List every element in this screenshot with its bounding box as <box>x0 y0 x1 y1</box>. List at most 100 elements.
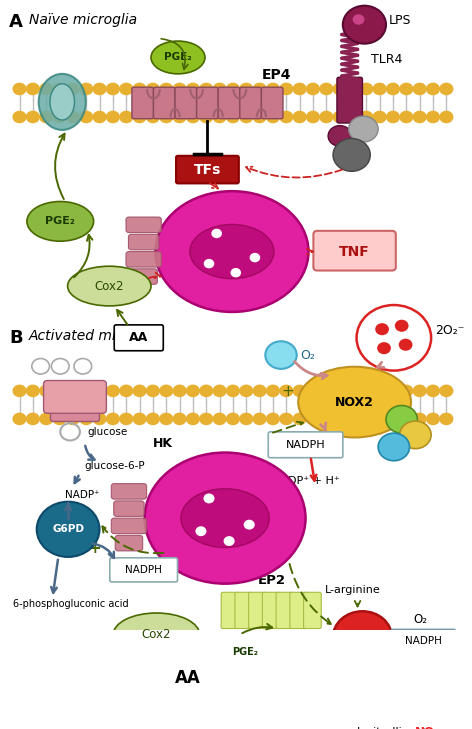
Circle shape <box>37 502 100 557</box>
Circle shape <box>53 413 66 424</box>
Circle shape <box>200 413 213 424</box>
FancyBboxPatch shape <box>126 252 161 267</box>
Circle shape <box>13 385 26 397</box>
FancyBboxPatch shape <box>51 389 100 421</box>
Circle shape <box>267 413 279 424</box>
FancyBboxPatch shape <box>276 592 294 628</box>
Circle shape <box>93 385 106 397</box>
Circle shape <box>26 385 39 397</box>
Circle shape <box>146 413 159 424</box>
Circle shape <box>53 385 66 397</box>
Circle shape <box>227 385 239 397</box>
Circle shape <box>107 385 119 397</box>
Ellipse shape <box>298 367 411 437</box>
Circle shape <box>373 413 386 424</box>
FancyBboxPatch shape <box>111 483 147 499</box>
FancyBboxPatch shape <box>110 558 177 582</box>
Text: iNOs: iNOs <box>348 632 377 642</box>
Circle shape <box>387 112 399 122</box>
Circle shape <box>307 112 320 122</box>
Circle shape <box>67 413 79 424</box>
FancyBboxPatch shape <box>114 501 144 516</box>
Circle shape <box>343 6 386 44</box>
Text: NOX2: NOX2 <box>335 396 374 408</box>
Text: Naïve microglia: Naïve microglia <box>29 13 137 28</box>
Text: A: A <box>9 13 23 31</box>
FancyBboxPatch shape <box>337 77 362 123</box>
Ellipse shape <box>151 41 205 74</box>
Circle shape <box>333 139 371 171</box>
Circle shape <box>320 83 333 95</box>
Circle shape <box>346 385 359 397</box>
Circle shape <box>307 83 320 95</box>
Text: 6-phosphogluconic acid: 6-phosphogluconic acid <box>13 599 129 609</box>
Circle shape <box>346 413 359 424</box>
Circle shape <box>360 385 373 397</box>
Text: +: + <box>88 541 101 555</box>
Circle shape <box>280 112 293 122</box>
Circle shape <box>107 112 119 122</box>
Circle shape <box>146 83 159 95</box>
Circle shape <box>333 112 346 122</box>
Circle shape <box>160 112 173 122</box>
Circle shape <box>378 433 410 461</box>
FancyBboxPatch shape <box>175 87 197 119</box>
Circle shape <box>387 413 399 424</box>
FancyBboxPatch shape <box>240 87 261 119</box>
Circle shape <box>67 112 79 122</box>
FancyBboxPatch shape <box>290 592 307 628</box>
Circle shape <box>160 413 173 424</box>
Circle shape <box>173 83 186 95</box>
Circle shape <box>360 83 373 95</box>
Circle shape <box>133 112 146 122</box>
Circle shape <box>440 112 453 122</box>
Circle shape <box>227 112 239 122</box>
Circle shape <box>440 385 453 397</box>
Circle shape <box>427 385 439 397</box>
Circle shape <box>107 83 119 95</box>
Circle shape <box>227 413 239 424</box>
Circle shape <box>26 413 39 424</box>
Circle shape <box>346 112 359 122</box>
Circle shape <box>399 339 413 351</box>
Circle shape <box>240 413 253 424</box>
Circle shape <box>40 112 52 122</box>
FancyBboxPatch shape <box>391 629 455 653</box>
Text: NADPH: NADPH <box>125 565 162 575</box>
Circle shape <box>320 385 333 397</box>
Circle shape <box>400 385 413 397</box>
Circle shape <box>204 260 214 268</box>
Text: LPS: LPS <box>389 14 412 27</box>
Circle shape <box>186 83 199 95</box>
Ellipse shape <box>67 266 151 306</box>
FancyBboxPatch shape <box>114 325 163 351</box>
Ellipse shape <box>216 634 273 669</box>
Circle shape <box>212 230 221 238</box>
Ellipse shape <box>50 84 75 120</box>
Text: O₂: O₂ <box>301 348 315 362</box>
Text: TFs: TFs <box>194 163 221 176</box>
Circle shape <box>93 413 106 424</box>
Circle shape <box>427 413 439 424</box>
Text: L-arginine: L-arginine <box>325 585 380 595</box>
FancyBboxPatch shape <box>43 381 106 413</box>
Circle shape <box>333 612 392 663</box>
Circle shape <box>53 112 66 122</box>
Circle shape <box>333 385 346 397</box>
Circle shape <box>26 83 39 95</box>
Circle shape <box>400 421 431 448</box>
FancyBboxPatch shape <box>111 518 147 534</box>
Circle shape <box>328 125 352 147</box>
Text: O₂: O₂ <box>413 613 428 626</box>
Ellipse shape <box>39 74 86 130</box>
Circle shape <box>173 413 186 424</box>
Circle shape <box>67 385 79 397</box>
Circle shape <box>440 413 453 424</box>
Text: NADP⁺: NADP⁺ <box>65 490 100 500</box>
Text: Cox2: Cox2 <box>94 279 124 292</box>
Circle shape <box>265 341 297 369</box>
Circle shape <box>80 112 93 122</box>
Circle shape <box>213 112 226 122</box>
FancyBboxPatch shape <box>262 592 280 628</box>
Circle shape <box>146 385 159 397</box>
